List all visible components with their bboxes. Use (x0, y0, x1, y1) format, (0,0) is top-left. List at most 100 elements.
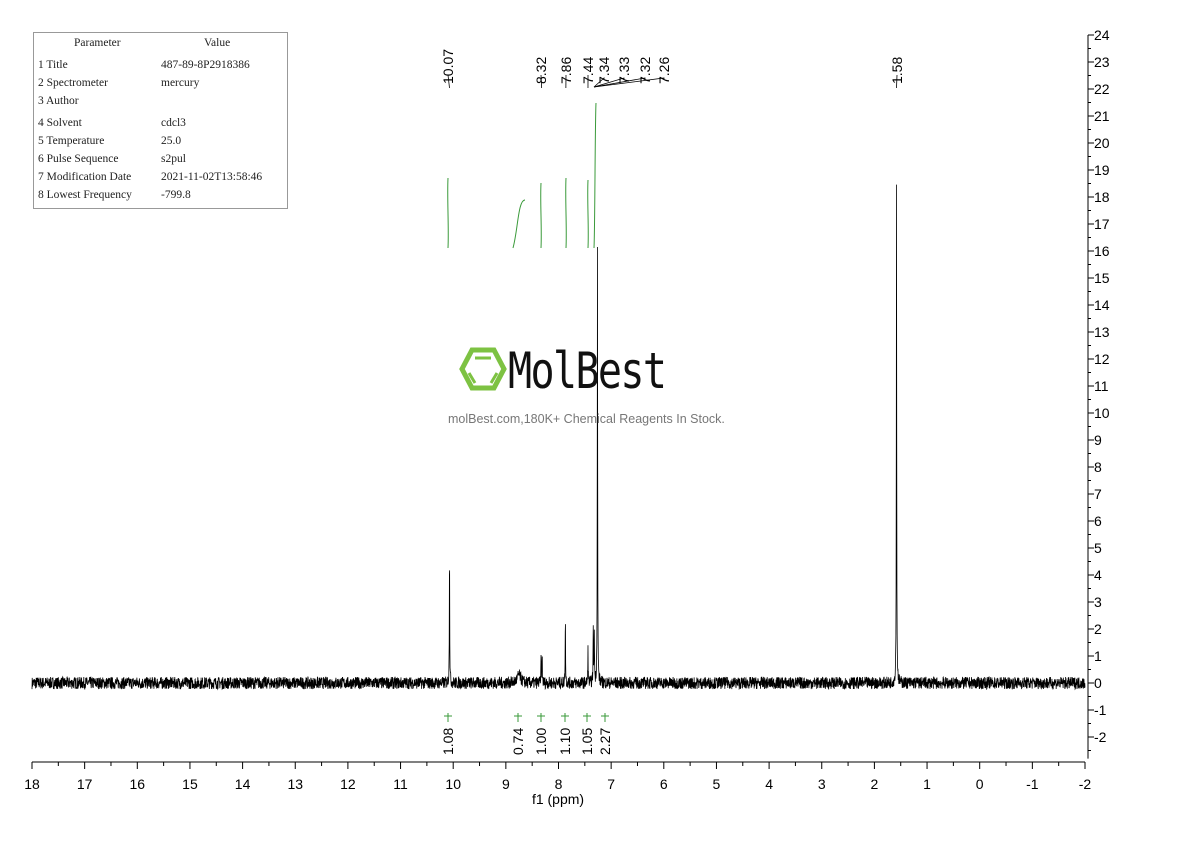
y-tick-label: -2 (1094, 729, 1107, 745)
param-value: s2pul (161, 153, 186, 165)
y-tick-label: 13 (1094, 324, 1110, 340)
peak-label: 7.86 (558, 57, 574, 84)
integral-value: 0.74 (510, 728, 526, 755)
integral-value: 1.10 (557, 728, 573, 755)
y-tick-label: 15 (1094, 270, 1110, 286)
param-name: 5 Temperature (38, 135, 105, 147)
y-tick-label: 11 (1094, 378, 1109, 394)
value-header: Value (204, 37, 231, 49)
peak-label: 7.33 (616, 57, 632, 84)
x-tick-label: 8 (555, 776, 563, 792)
param-value: cdcl3 (161, 117, 186, 129)
y-tick-label: 9 (1094, 432, 1102, 448)
x-tick-label: 5 (713, 776, 721, 792)
y-tick-label: 12 (1094, 351, 1110, 367)
peak-label: 7.26 (656, 57, 672, 84)
y-tick-label: 14 (1094, 297, 1110, 313)
x-tick-label: 17 (77, 776, 93, 792)
x-tick-label: 13 (287, 776, 303, 792)
integral-curve (512, 199, 526, 249)
y-tick-label: -1 (1094, 702, 1107, 718)
param-value: mercury (161, 77, 200, 89)
x-tick-label: -1 (1026, 776, 1039, 792)
x-tick-label: 3 (818, 776, 826, 792)
x-tick-label: 6 (660, 776, 668, 792)
integral-curve (587, 179, 589, 249)
integral-curve (593, 102, 597, 249)
integral-curve (540, 182, 542, 249)
y-tick-label: 18 (1094, 189, 1110, 205)
peak-label: 7.44 (580, 57, 596, 84)
parameter-table: Parameter Value 1 Title 487-89-8P2918386 2… (33, 32, 288, 209)
param-name: 6 Pulse Sequence (38, 153, 119, 165)
peak-label: 10.07 (440, 49, 456, 84)
peak-label: 8.32 (533, 57, 549, 84)
y-tick-label: 8 (1094, 459, 1102, 475)
param-value: -799.8 (161, 189, 191, 201)
param-value: 25.0 (161, 135, 182, 147)
param-name: 2 Spectrometer (38, 77, 108, 89)
y-tick-label: 1 (1094, 648, 1102, 664)
x-tick-label: 2 (871, 776, 879, 792)
y-tick-label: 0 (1094, 675, 1102, 691)
param-name: 8 Lowest Frequency (38, 189, 132, 201)
peak-leader (540, 74, 543, 89)
param-name: 7 Modification Date (38, 171, 132, 183)
param-header: Parameter (74, 37, 121, 49)
watermark-tagline: molBest.com,180K+ Chemical Reagents In S… (448, 412, 725, 426)
peak-leader (447, 74, 450, 89)
param-name: 3 Author (38, 95, 79, 107)
x-tick-label: 16 (130, 776, 146, 792)
y-tick-label: 20 (1094, 135, 1110, 151)
x-tick-label: 0 (976, 776, 984, 792)
integral-value: 1.08 (440, 728, 456, 755)
watermark-brand: MolBest (508, 342, 667, 400)
x-tick-label: 4 (765, 776, 773, 792)
x-tick-label: -2 (1079, 776, 1092, 792)
x-tick-label: 1 (923, 776, 931, 792)
y-tick-label: 22 (1094, 81, 1110, 97)
y-tick-label: 17 (1094, 216, 1110, 232)
x-tick-label: 15 (182, 776, 198, 792)
y-tick-label: 6 (1094, 513, 1102, 529)
y-tick-label: 24 (1094, 27, 1110, 43)
y-tick-label: 2 (1094, 621, 1102, 637)
peak-leader (593, 77, 605, 88)
peak-leader (593, 77, 646, 88)
integral-value: 1.00 (533, 728, 549, 755)
x-tick-label: 18 (24, 776, 40, 792)
peak-leader (593, 77, 625, 88)
integral-curve (447, 177, 449, 249)
param-name: 4 Solvent (38, 117, 82, 129)
y-tick-label: 23 (1094, 54, 1110, 70)
x-tick-label: 10 (445, 776, 461, 792)
spectrum-line (31, 184, 1086, 691)
param-name: 1 Title (38, 59, 68, 71)
param-value: 2021-11-02T13:58:46 (161, 171, 263, 183)
x-axis-label: f1 (ppm) (532, 791, 584, 807)
peak-labels: 10.07 8.32 7.86 7.44 7.34 7.33 7.32 7.26 1.58 (440, 49, 905, 89)
y-tick-label: 4 (1094, 567, 1102, 583)
y-tick-label: 3 (1094, 594, 1102, 610)
peak-label: 7.32 (637, 57, 653, 84)
param-value: 487-89-8P2918386 (161, 59, 250, 71)
x-tick-label: 11 (393, 776, 408, 792)
peak-leader (593, 77, 665, 88)
peak-label: 1.58 (889, 57, 905, 84)
y-tick-label: 21 (1094, 108, 1110, 124)
y-tick-label: 10 (1094, 405, 1110, 421)
x-tick-label: 9 (502, 776, 510, 792)
x-tick-label: 14 (235, 776, 251, 792)
integral-value: 2.27 (597, 728, 613, 755)
integral-value: 1.05 (579, 728, 595, 755)
y-tick-label: 16 (1094, 243, 1110, 259)
peak-label: 7.34 (596, 57, 612, 84)
y-tick-label: 19 (1094, 162, 1110, 178)
y-tick-label: 5 (1094, 540, 1102, 556)
x-tick-label: 12 (340, 776, 356, 792)
integral-curve (565, 177, 567, 249)
x-tick-label: 7 (607, 776, 615, 792)
